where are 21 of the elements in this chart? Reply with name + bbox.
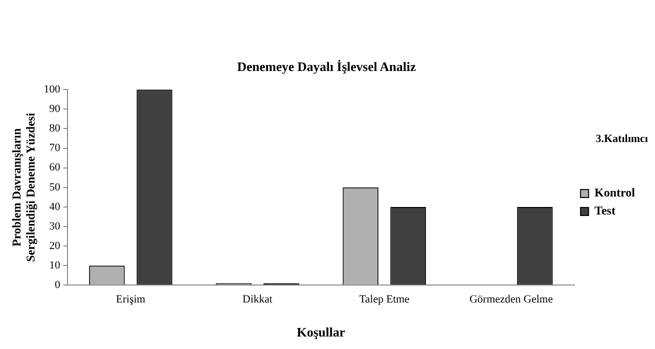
y-tick-label: 40 [49, 200, 61, 213]
y-tick-label: 90 [49, 103, 61, 116]
y-axis-title: Problem Davranışların Sergilendiği Deneme Yüzdesi [9, 112, 38, 262]
y-tick-label: 0 [54, 279, 61, 292]
x-axis-title: Koşullar [296, 324, 346, 340]
y-tick-label: 10 [49, 260, 61, 272]
text: 3.Katılımcı [596, 133, 648, 145]
y-tick-label: 100 [44, 83, 61, 96]
y-tick-label: 50 [49, 181, 61, 194]
x-tick-label: Erişim [116, 294, 146, 306]
x-tick-label: Görmezden Gelme [469, 294, 553, 306]
chart-title: Denemeye Dayalı İşlevsel Analiz [237, 59, 416, 74]
y-tick-label: 60 [49, 162, 61, 174]
y-tick-label: 80 [49, 122, 61, 135]
legend-label: Test [594, 204, 616, 218]
x-tick-label: Dikkat [242, 294, 272, 306]
y-tick-label: 20 [49, 240, 61, 252]
y-tick-label: 30 [49, 220, 61, 232]
x-tick-label: Talep Etme [359, 294, 410, 306]
legend-label: Kontrol [594, 186, 636, 200]
y-tick-label: 70 [49, 142, 61, 154]
